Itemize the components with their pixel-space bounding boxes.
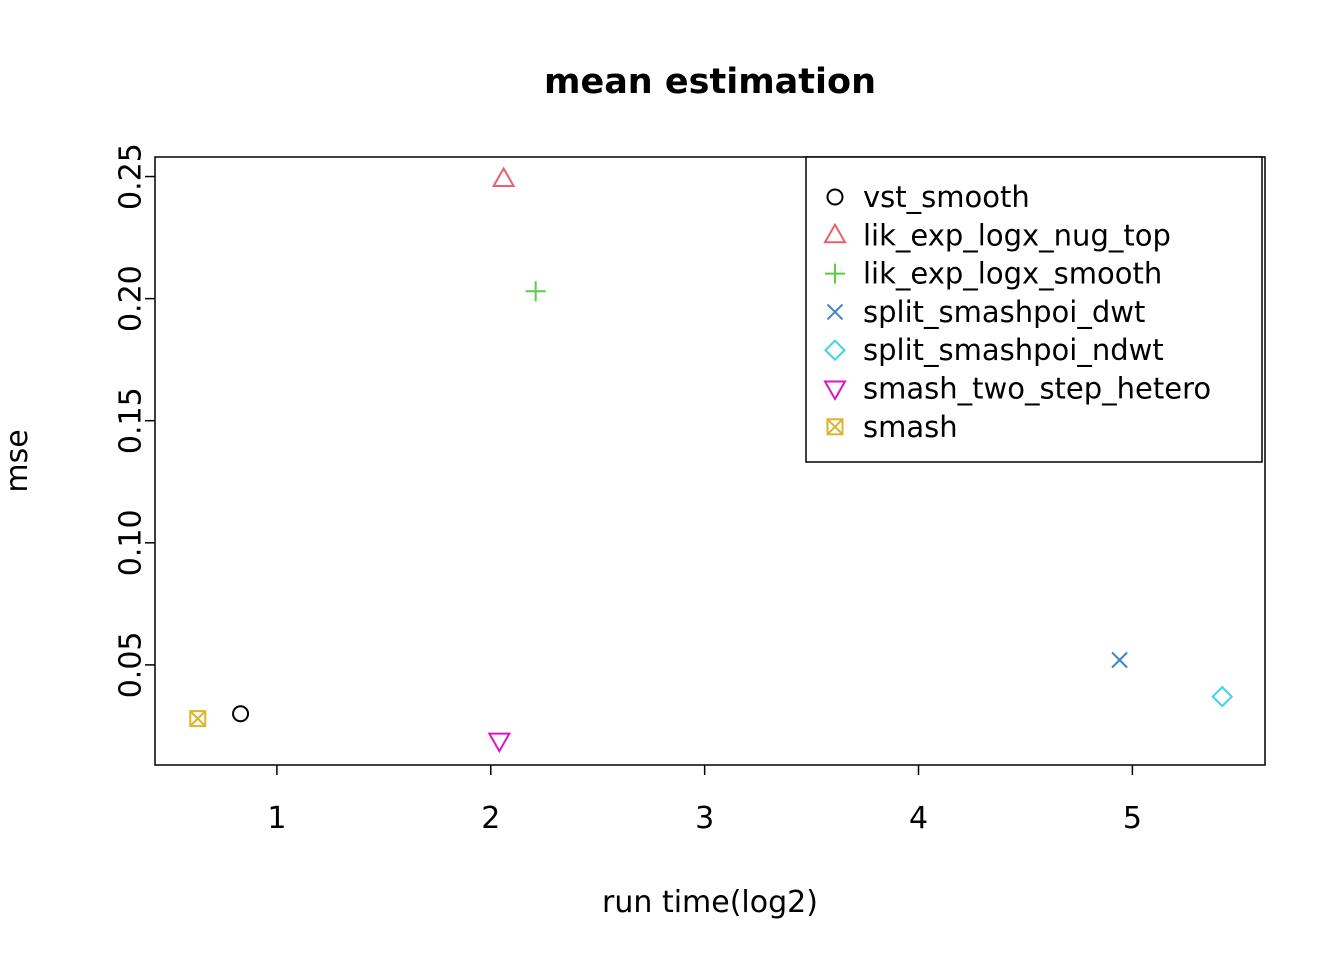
legend-label: vst_smooth	[863, 180, 1030, 214]
square-x-marker	[189, 710, 207, 728]
y-tick-label: 0.05	[114, 631, 149, 698]
y-tick-label: 0.15	[114, 387, 149, 454]
point-split_smashpoi_ndwt	[1211, 685, 1234, 708]
circle-marker	[232, 705, 250, 723]
chart-title: mean estimation	[544, 62, 876, 102]
point-smash_two_step_hetero	[487, 732, 512, 754]
triangle-down-marker	[487, 732, 512, 754]
legend-entry-vst_smooth: vst_smooth	[826, 180, 1030, 214]
x-marker	[1111, 651, 1128, 669]
legend-label: lik_exp_logx_smooth	[863, 257, 1162, 291]
diamond-marker	[1211, 685, 1234, 708]
point-smash	[189, 710, 207, 728]
legend-label: split_smashpoi_ndwt	[863, 333, 1164, 367]
data-points	[189, 166, 1234, 754]
legend: vst_smooth lik_exp_logx_nug_top lik_exp_lo…	[805, 156, 1263, 463]
legend-label: split_smashpoi_dwt	[863, 295, 1145, 329]
legend-entry-smash_two_step_hetero: smash_two_step_hetero	[823, 372, 1211, 406]
point-lik_exp_logx_smooth	[525, 281, 546, 302]
legend-box	[805, 156, 1263, 463]
legend-entry-split_smashpoi_dwt: split_smashpoi_dwt	[826, 295, 1145, 329]
triangle-up-marker	[823, 222, 847, 244]
point-lik_exp_logx_nug_top	[491, 166, 516, 187]
legend-entry-lik_exp_logx_smooth: lik_exp_logx_smooth	[825, 257, 1162, 291]
triangle-up-marker	[491, 166, 516, 187]
square-x-marker	[189, 710, 206, 727]
legend-label: smash_two_step_hetero	[863, 372, 1211, 406]
y-tick-label: 0.25	[114, 143, 149, 210]
plus-marker	[525, 281, 546, 302]
x-axis-label: run time(log2)	[602, 885, 818, 920]
triangle-down-marker	[823, 380, 847, 402]
legend-entry-smash: smash	[826, 410, 958, 444]
y-tick-label: 0.20	[114, 265, 149, 332]
plus-marker	[825, 263, 845, 284]
legend-label: smash	[863, 410, 958, 444]
x-tick-label: 1	[267, 801, 286, 836]
legend-entry-split_smashpoi_ndwt: split_smashpoi_ndwt	[824, 333, 1164, 367]
diamond-marker	[824, 339, 846, 362]
x-tick-label: 5	[1123, 801, 1142, 836]
point-vst_smooth	[232, 705, 250, 723]
x-tick-label: 3	[695, 801, 714, 836]
legend-entry-lik_exp_logx_nug_top: lik_exp_logx_nug_top	[823, 218, 1171, 252]
x-tick-label: 2	[481, 801, 500, 836]
legend-label: lik_exp_logx_nug_top	[863, 218, 1171, 252]
y-axis-label: mse	[0, 429, 35, 492]
axis-ticks: 1 2 3 4 5 0.05 0.10 0.15 0.20 0.25	[114, 143, 1142, 836]
square-x-marker	[826, 418, 844, 436]
point-split_smashpoi_dwt	[1111, 651, 1128, 669]
circle-marker	[826, 188, 844, 206]
x-tick-label: 4	[909, 801, 928, 836]
square-x-marker	[826, 418, 844, 436]
x-marker	[826, 303, 844, 321]
y-tick-label: 0.10	[114, 509, 149, 576]
